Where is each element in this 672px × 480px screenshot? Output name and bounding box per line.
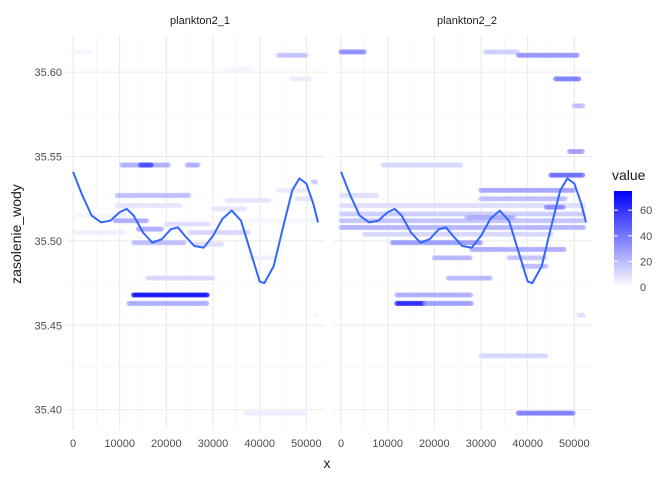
- x-tick-label: 20000: [151, 438, 182, 450]
- x-tick-label: 50000: [291, 438, 322, 450]
- data-point: [306, 76, 312, 82]
- data-point: [247, 66, 253, 72]
- data-point: [574, 52, 580, 58]
- x-tick-label: 10000: [372, 438, 403, 450]
- y-tick-label: 35.45: [34, 320, 62, 332]
- x-axis-label: x: [324, 455, 331, 471]
- x-tick-label: 0: [70, 438, 76, 450]
- data-point: [561, 246, 567, 252]
- data-point: [580, 312, 586, 318]
- points-layer: [70, 49, 321, 416]
- legend-tick-label: 20: [640, 256, 652, 268]
- data-point: [177, 202, 183, 209]
- data-point: [570, 187, 577, 193]
- x-tick-label: 40000: [512, 438, 543, 450]
- data-point: [570, 410, 576, 416]
- legend-ticks: 0 20 40 60: [614, 205, 652, 294]
- y-tick-label: 35.40: [34, 405, 62, 417]
- x-tick-label: 20000: [419, 438, 450, 450]
- x-tick-label: 0: [338, 438, 344, 450]
- data-point: [467, 292, 474, 298]
- legend-title: value: [612, 167, 646, 183]
- legend-tick-label: 0: [640, 282, 646, 294]
- data-point: [576, 76, 582, 82]
- data-point: [458, 162, 464, 168]
- data-point: [581, 224, 587, 231]
- data-point: [477, 240, 484, 246]
- data-point: [120, 229, 126, 236]
- y-tick-label: 35.60: [34, 67, 62, 79]
- data-point: [510, 214, 516, 220]
- data-point: [467, 255, 473, 261]
- data-point: [303, 52, 309, 58]
- data-point: [241, 206, 248, 212]
- data-point: [543, 353, 549, 359]
- data-point: [165, 162, 171, 168]
- data-point: [266, 197, 272, 204]
- y-tick-label: 35.55: [34, 152, 62, 164]
- data-point: [579, 172, 586, 178]
- data-point: [562, 196, 568, 202]
- data-point: [579, 148, 585, 155]
- data-point: [560, 204, 566, 210]
- data-point: [143, 218, 150, 224]
- panel-title-plankton2-2: plankton2_2: [437, 15, 497, 27]
- legend-colorbar: [614, 191, 632, 287]
- data-point: [468, 300, 474, 306]
- data-point: [543, 263, 549, 269]
- data-point: [312, 179, 319, 185]
- x-tick-label: 50000: [559, 438, 590, 450]
- data-point: [301, 410, 308, 416]
- y-tick-label: 35.50: [34, 236, 62, 248]
- smooth-line: [72, 171, 319, 285]
- data-point: [580, 103, 586, 109]
- data-point: [487, 275, 493, 281]
- data-point: [181, 240, 187, 246]
- y-axis-label: zasolenie_wody: [8, 184, 24, 284]
- color-legend: value 0 20 40 60: [612, 167, 652, 294]
- data-point: [195, 162, 201, 168]
- x-tick-label: 30000: [198, 438, 229, 450]
- legend-tick-label: 60: [640, 205, 652, 217]
- data-point: [186, 192, 192, 198]
- panel-plankton2-1: 0 10000 20000 30000 40000 50000 35.40 35.45 35.5…: [34, 35, 325, 450]
- data-point: [205, 221, 211, 227]
- panel-plankton2-2: 0 10000 20000 30000 40000 50000: [334, 35, 593, 450]
- data-point: [148, 162, 154, 168]
- data-point: [374, 192, 380, 198]
- data-point: [210, 275, 216, 281]
- smooth-line: [340, 171, 587, 285]
- data-point: [303, 187, 309, 193]
- data-point: [204, 300, 210, 306]
- data-point: [87, 49, 93, 55]
- legend-tick-label: 40: [640, 231, 652, 243]
- data-point: [315, 312, 321, 318]
- data-point: [245, 229, 252, 236]
- x-tick-label: 30000: [466, 438, 497, 450]
- data-point: [125, 213, 131, 219]
- data-point: [361, 49, 367, 55]
- data-point: [158, 226, 165, 232]
- x-tick-label: 40000: [244, 438, 275, 450]
- panel-title-plankton2-1: plankton2_1: [170, 15, 230, 27]
- data-point: [204, 292, 210, 298]
- x-tick-label: 10000: [104, 438, 135, 450]
- data-point: [219, 241, 225, 247]
